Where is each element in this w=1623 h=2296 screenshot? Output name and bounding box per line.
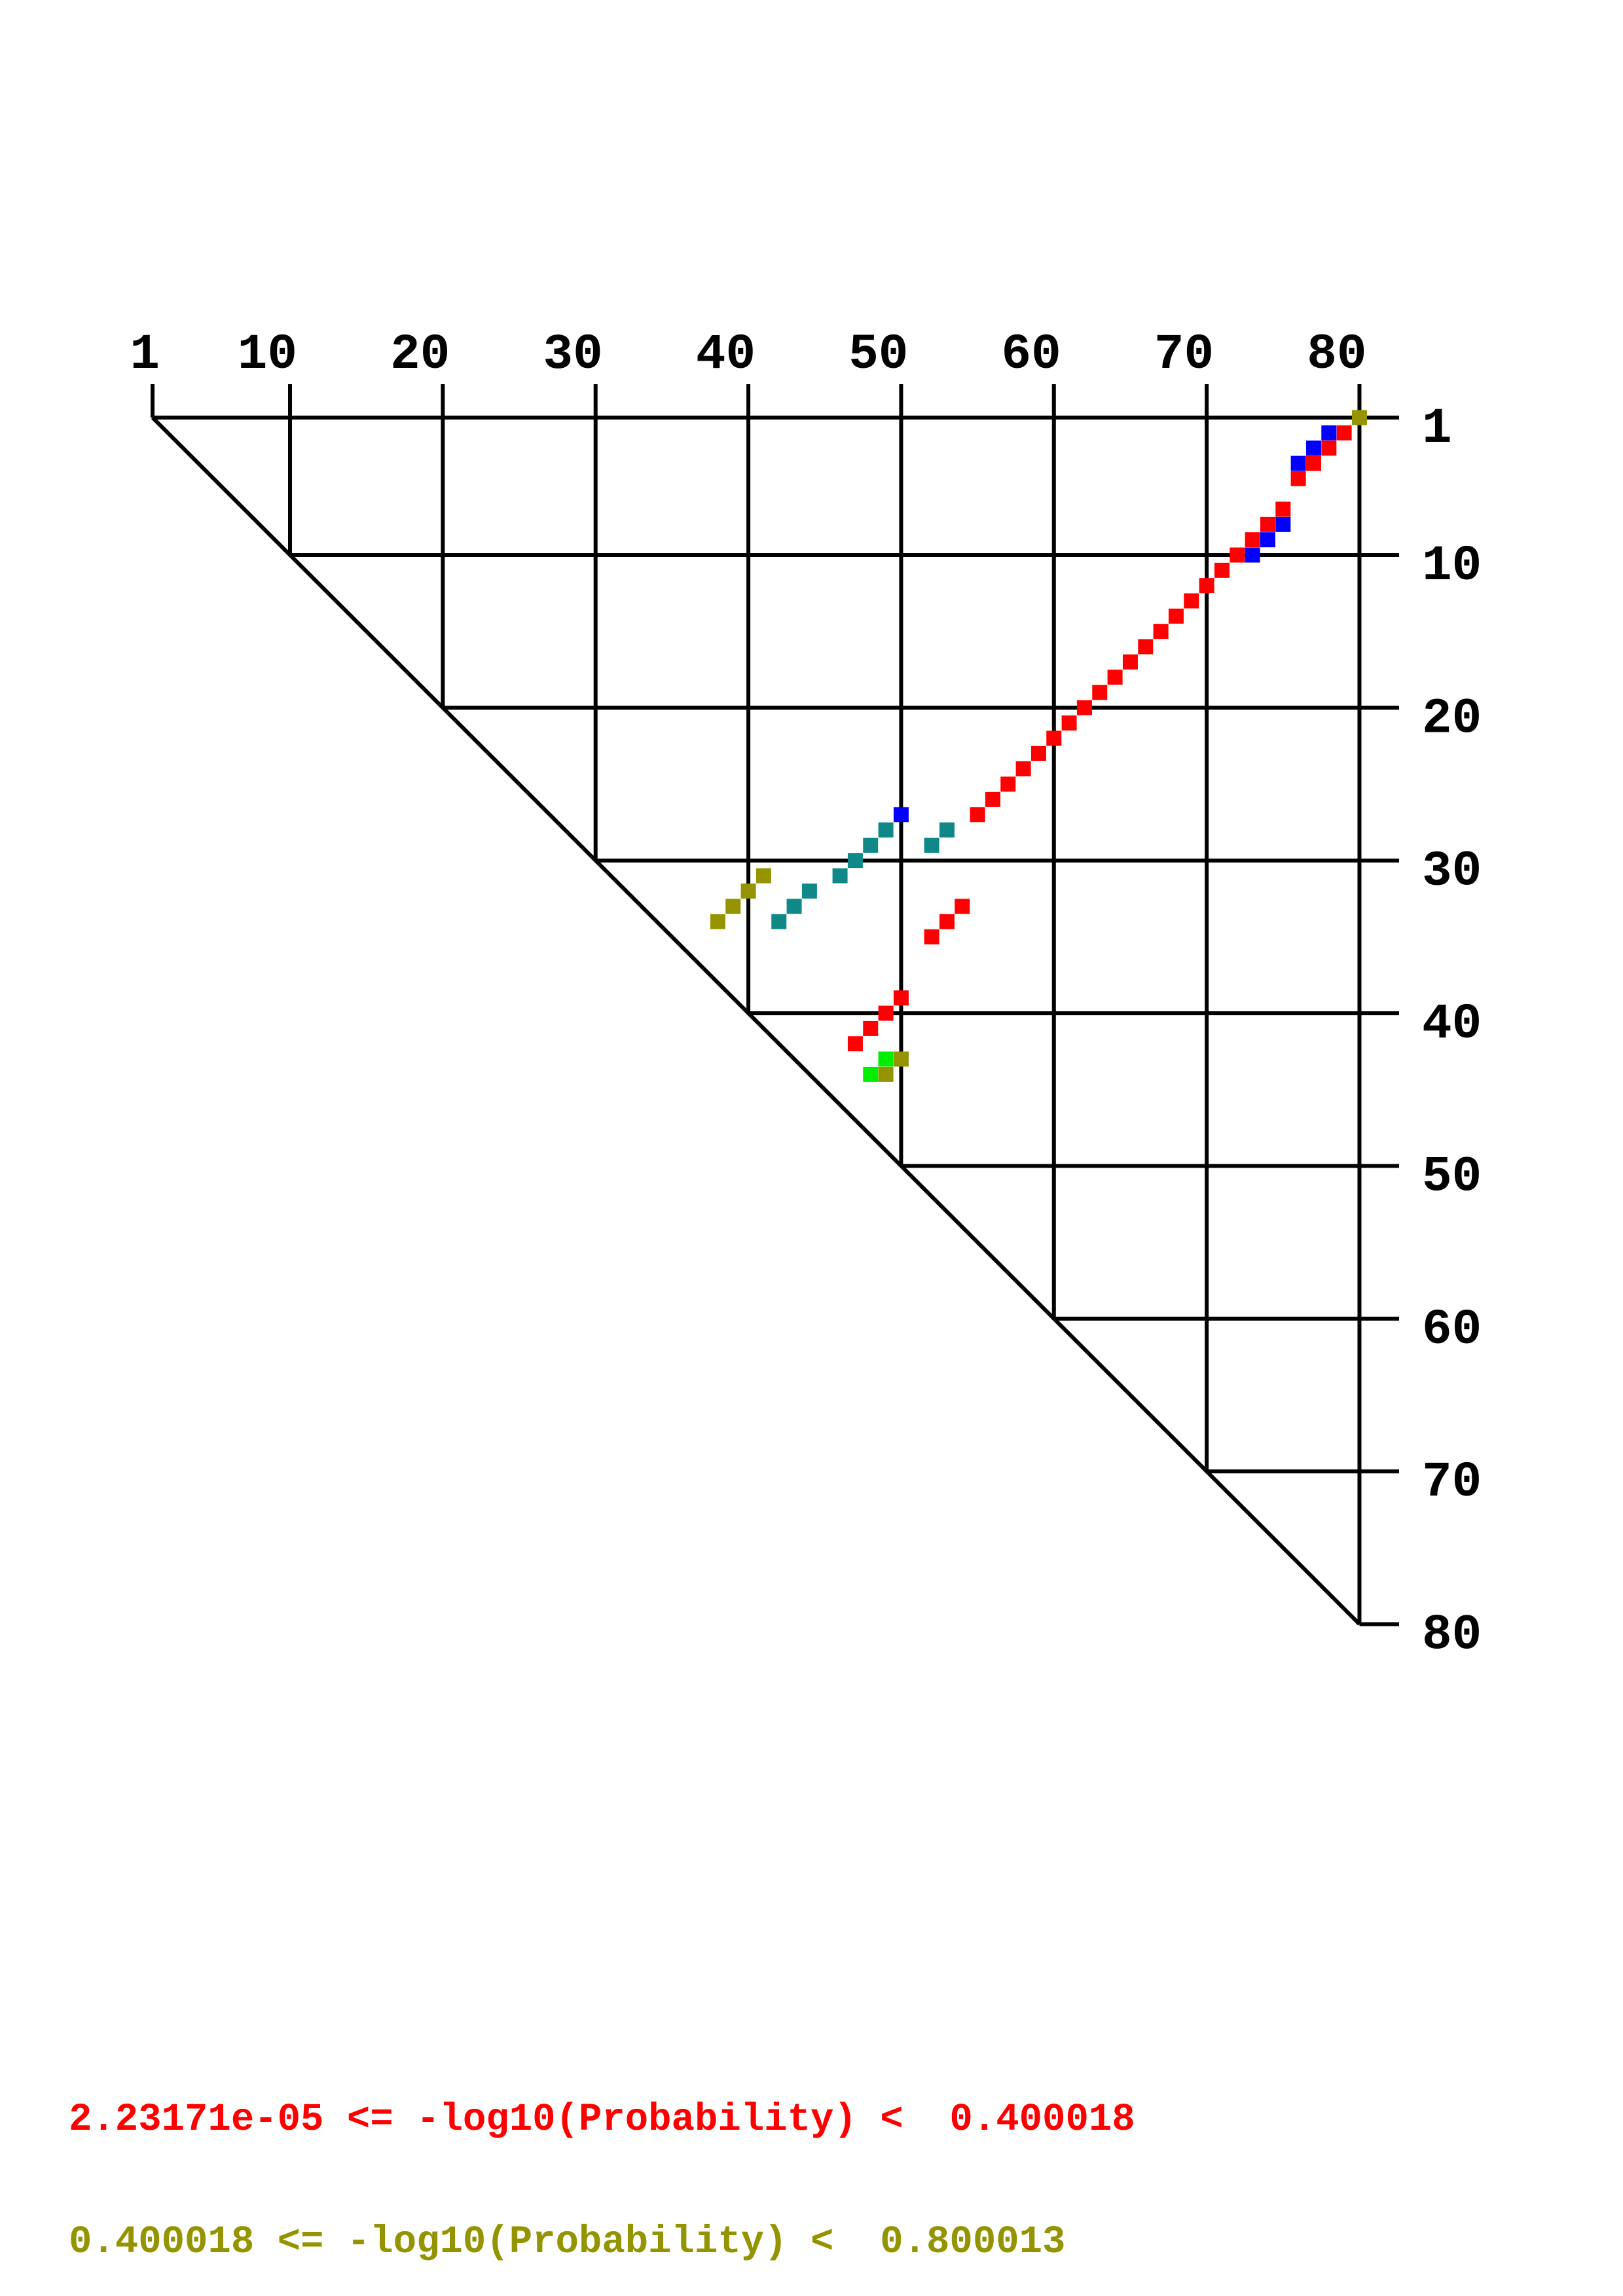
y-tick-label: 70 [1422, 1454, 1482, 1511]
probability-dot [832, 868, 848, 884]
probability-dot [1199, 578, 1214, 594]
probability-dot [786, 899, 802, 914]
probability-dot [725, 899, 741, 914]
probability-dot [1046, 730, 1062, 746]
probability-dot [878, 1051, 894, 1067]
probability-dot [1230, 547, 1245, 563]
y-tick-label: 60 [1422, 1302, 1482, 1358]
probability-dot [863, 1066, 879, 1082]
y-tick-label: 80 [1422, 1607, 1482, 1663]
probability-dot [1305, 456, 1321, 471]
probability-dot [771, 914, 787, 929]
probability-dot [1336, 425, 1352, 440]
y-tick-label: 40 [1422, 996, 1482, 1052]
probability-dot [1245, 547, 1260, 563]
x-tick-label: 70 [1154, 327, 1214, 383]
probability-dot [1260, 516, 1275, 532]
probability-dot [939, 822, 955, 838]
x-tick-label: 50 [848, 327, 908, 383]
probability-dot [893, 1051, 909, 1067]
x-tick-label: 80 [1307, 327, 1366, 383]
probability-dot [710, 914, 725, 929]
probability-dot [740, 883, 756, 899]
y-tick-label: 20 [1422, 691, 1482, 747]
probability-dot [1092, 685, 1108, 700]
probability-dot [1305, 440, 1321, 456]
y-tick-label: 10 [1422, 538, 1482, 594]
probability-dot [1122, 654, 1138, 670]
probability-dot [863, 1020, 879, 1036]
probability-dot [893, 807, 909, 823]
probability-dot [1290, 456, 1306, 471]
diagonal-line [151, 416, 1361, 1626]
probability-dot [1184, 593, 1199, 609]
probability-dot [1061, 715, 1077, 731]
legend-entry-bin-2: 0.400018 <= -log10(Probability) < 0.8000… [69, 2220, 1066, 2265]
probability-dot [847, 1036, 863, 1052]
probability-dot [1321, 425, 1337, 440]
probability-dot [1153, 624, 1169, 639]
probability-dot [955, 899, 970, 914]
probability-dot [1000, 776, 1016, 792]
probability-dot [1138, 639, 1154, 655]
probability-dot [1290, 471, 1306, 486]
x-tick-label: 1 [130, 327, 160, 383]
probability-dot [985, 791, 1000, 807]
probability-dot [847, 853, 863, 869]
probability-dot [801, 883, 817, 899]
probability-dot [1321, 440, 1337, 456]
probability-dot [878, 822, 894, 838]
probability-dot [863, 837, 879, 853]
probability-dot [878, 1005, 894, 1021]
legend-entry-bin-1: 2.23171e-05 <= -log10(Probability) < 0.4… [69, 2097, 1135, 2142]
x-tick-label: 10 [238, 327, 297, 383]
probability-dot [924, 929, 939, 944]
probability-dot [1214, 562, 1230, 578]
probability-dot [1245, 532, 1260, 548]
probability-dot [1260, 532, 1275, 548]
x-tick-label: 30 [543, 327, 602, 383]
legend: 2.23171e-05 <= -log10(Probability) < 0.4… [69, 2018, 1135, 2296]
probability-dot [893, 990, 909, 1006]
probability-dot [1107, 670, 1123, 685]
probability-dot [1275, 501, 1291, 517]
probability-dot [878, 1066, 894, 1082]
x-tick-label: 20 [390, 327, 450, 383]
probability-dot [1030, 745, 1046, 761]
probability-dot [1015, 761, 1031, 777]
probability-dot [756, 868, 771, 884]
y-tick-label: 30 [1422, 844, 1482, 900]
probability-dot [1351, 410, 1367, 425]
y-tick-label: 1 [1422, 401, 1452, 457]
x-tick-label: 40 [696, 327, 756, 383]
probability-dot [1076, 700, 1092, 715]
probability-dot [939, 914, 955, 929]
probability-dot [1275, 516, 1291, 532]
probability-dot [1168, 608, 1184, 624]
probability-dot [970, 807, 985, 823]
y-tick-label: 50 [1422, 1149, 1482, 1205]
x-tick-label: 60 [1002, 327, 1061, 383]
probability-dot [924, 837, 939, 853]
